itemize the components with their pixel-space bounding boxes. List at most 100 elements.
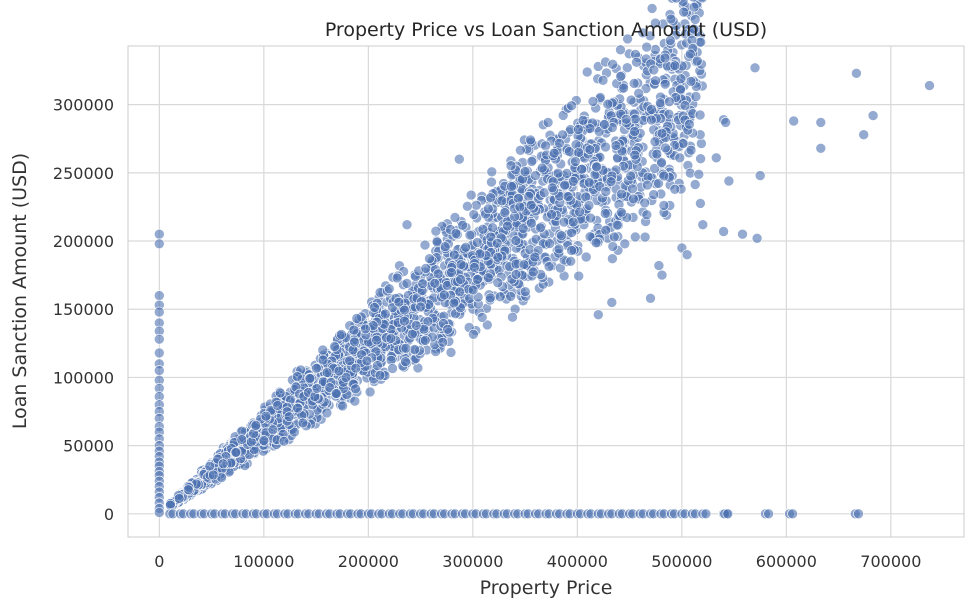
- scatter-point: [477, 224, 489, 235]
- scatter-point: [183, 484, 194, 496]
- scatter-point: [154, 507, 165, 518]
- scatter-point: [289, 426, 300, 438]
- scatter-point: [321, 407, 333, 419]
- scatter-point: [515, 145, 526, 156]
- x-tick-label: 700000: [860, 552, 921, 571]
- scatter-point: [519, 166, 531, 177]
- scatter-point: [399, 304, 410, 316]
- scatter-point: [695, 153, 706, 164]
- scatter-point: [641, 41, 653, 53]
- scatter-point: [639, 197, 651, 209]
- scatter-point: [487, 222, 498, 233]
- scatter-point: [350, 383, 361, 395]
- scatter-point: [324, 382, 336, 393]
- scatter-point: [567, 216, 579, 228]
- scatter-point: [663, 96, 675, 107]
- scatter-point: [304, 373, 316, 384]
- scatter-point: [154, 290, 165, 301]
- scatter-point: [637, 27, 649, 39]
- scatter-point: [573, 147, 585, 158]
- scatter-point: [154, 306, 165, 318]
- scatter-point: [664, 35, 676, 46]
- scatter-point: [720, 117, 732, 128]
- scatter-point: [723, 175, 735, 187]
- scatter-point: [583, 200, 595, 211]
- scatter-point: [628, 78, 640, 89]
- scatter-point: [629, 231, 641, 243]
- scatter-point: [410, 320, 422, 331]
- scatter-point: [546, 209, 557, 220]
- scatter-point: [540, 140, 551, 152]
- y-tick-label: 300000: [53, 96, 114, 115]
- scatter-point: [536, 162, 548, 174]
- scatter-point: [482, 272, 494, 284]
- scatter-point: [154, 228, 165, 240]
- scatter-point: [349, 395, 361, 407]
- scatter-point: [283, 411, 295, 423]
- scatter-point: [431, 236, 443, 248]
- scatter-point: [639, 231, 651, 243]
- scatter-point: [519, 286, 531, 298]
- scatter-point: [468, 209, 480, 220]
- scatter-point: [678, 6, 690, 18]
- scatter-point: [690, 91, 702, 102]
- scatter-point: [628, 193, 639, 205]
- scatter-point: [437, 336, 449, 348]
- scatter-point: [629, 149, 641, 161]
- scatter-point: [671, 0, 682, 4]
- scatter-point: [154, 333, 165, 345]
- scatter-point: [695, 198, 706, 209]
- scatter-point: [867, 110, 879, 121]
- scatter-point: [576, 164, 588, 175]
- y-tick-label: 100000: [53, 368, 114, 387]
- scatter-point: [530, 170, 541, 181]
- scatter-point: [679, 100, 691, 111]
- scatter-point: [646, 3, 658, 14]
- scatter-point: [656, 157, 667, 168]
- scatter-point: [448, 297, 460, 309]
- x-tick-label: 0: [154, 552, 164, 571]
- scatter-point: [606, 297, 618, 308]
- scatter-point: [438, 289, 450, 301]
- scatter-point: [330, 388, 342, 399]
- scatter-point: [361, 355, 373, 367]
- scatter-point: [684, 48, 696, 60]
- scatter-point: [553, 243, 565, 255]
- scatter-point: [454, 286, 466, 298]
- scatter-point: [788, 115, 800, 127]
- x-tick-label: 300000: [442, 552, 503, 571]
- scatter-point: [787, 508, 798, 520]
- scatter-point: [585, 212, 596, 224]
- scatter-point: [544, 238, 555, 249]
- scatter-point: [597, 75, 609, 86]
- scatter-point: [383, 283, 395, 295]
- scatter-point: [317, 344, 329, 356]
- scatter-point: [311, 383, 323, 394]
- scatter-point: [611, 219, 623, 231]
- scatter-point: [462, 201, 473, 212]
- scatter-point: [763, 508, 774, 520]
- scatter-point: [621, 62, 633, 73]
- scatter-point: [337, 400, 348, 412]
- scatter-point: [348, 324, 360, 336]
- y-tick-label: 250000: [53, 164, 114, 183]
- scatter-point: [649, 136, 661, 147]
- scatter-point: [851, 68, 862, 79]
- scatter-point: [693, 169, 705, 180]
- scatter-point: [600, 141, 611, 153]
- scatter-point: [429, 277, 441, 289]
- scatter-point: [696, 138, 707, 149]
- scatter-point: [697, 0, 708, 4]
- scatter-point: [618, 82, 629, 94]
- scatter-point: [510, 269, 522, 280]
- scatter-point: [154, 347, 165, 359]
- y-tick-label: 200000: [53, 232, 114, 251]
- scatter-point: [650, 44, 661, 55]
- data-points: [154, 0, 935, 520]
- scatter-point: [648, 64, 660, 76]
- scatter-point: [507, 311, 518, 323]
- scatter-point: [535, 222, 546, 234]
- scatter-point: [548, 147, 560, 159]
- scatter-point: [360, 323, 371, 335]
- scatter-point: [754, 170, 766, 181]
